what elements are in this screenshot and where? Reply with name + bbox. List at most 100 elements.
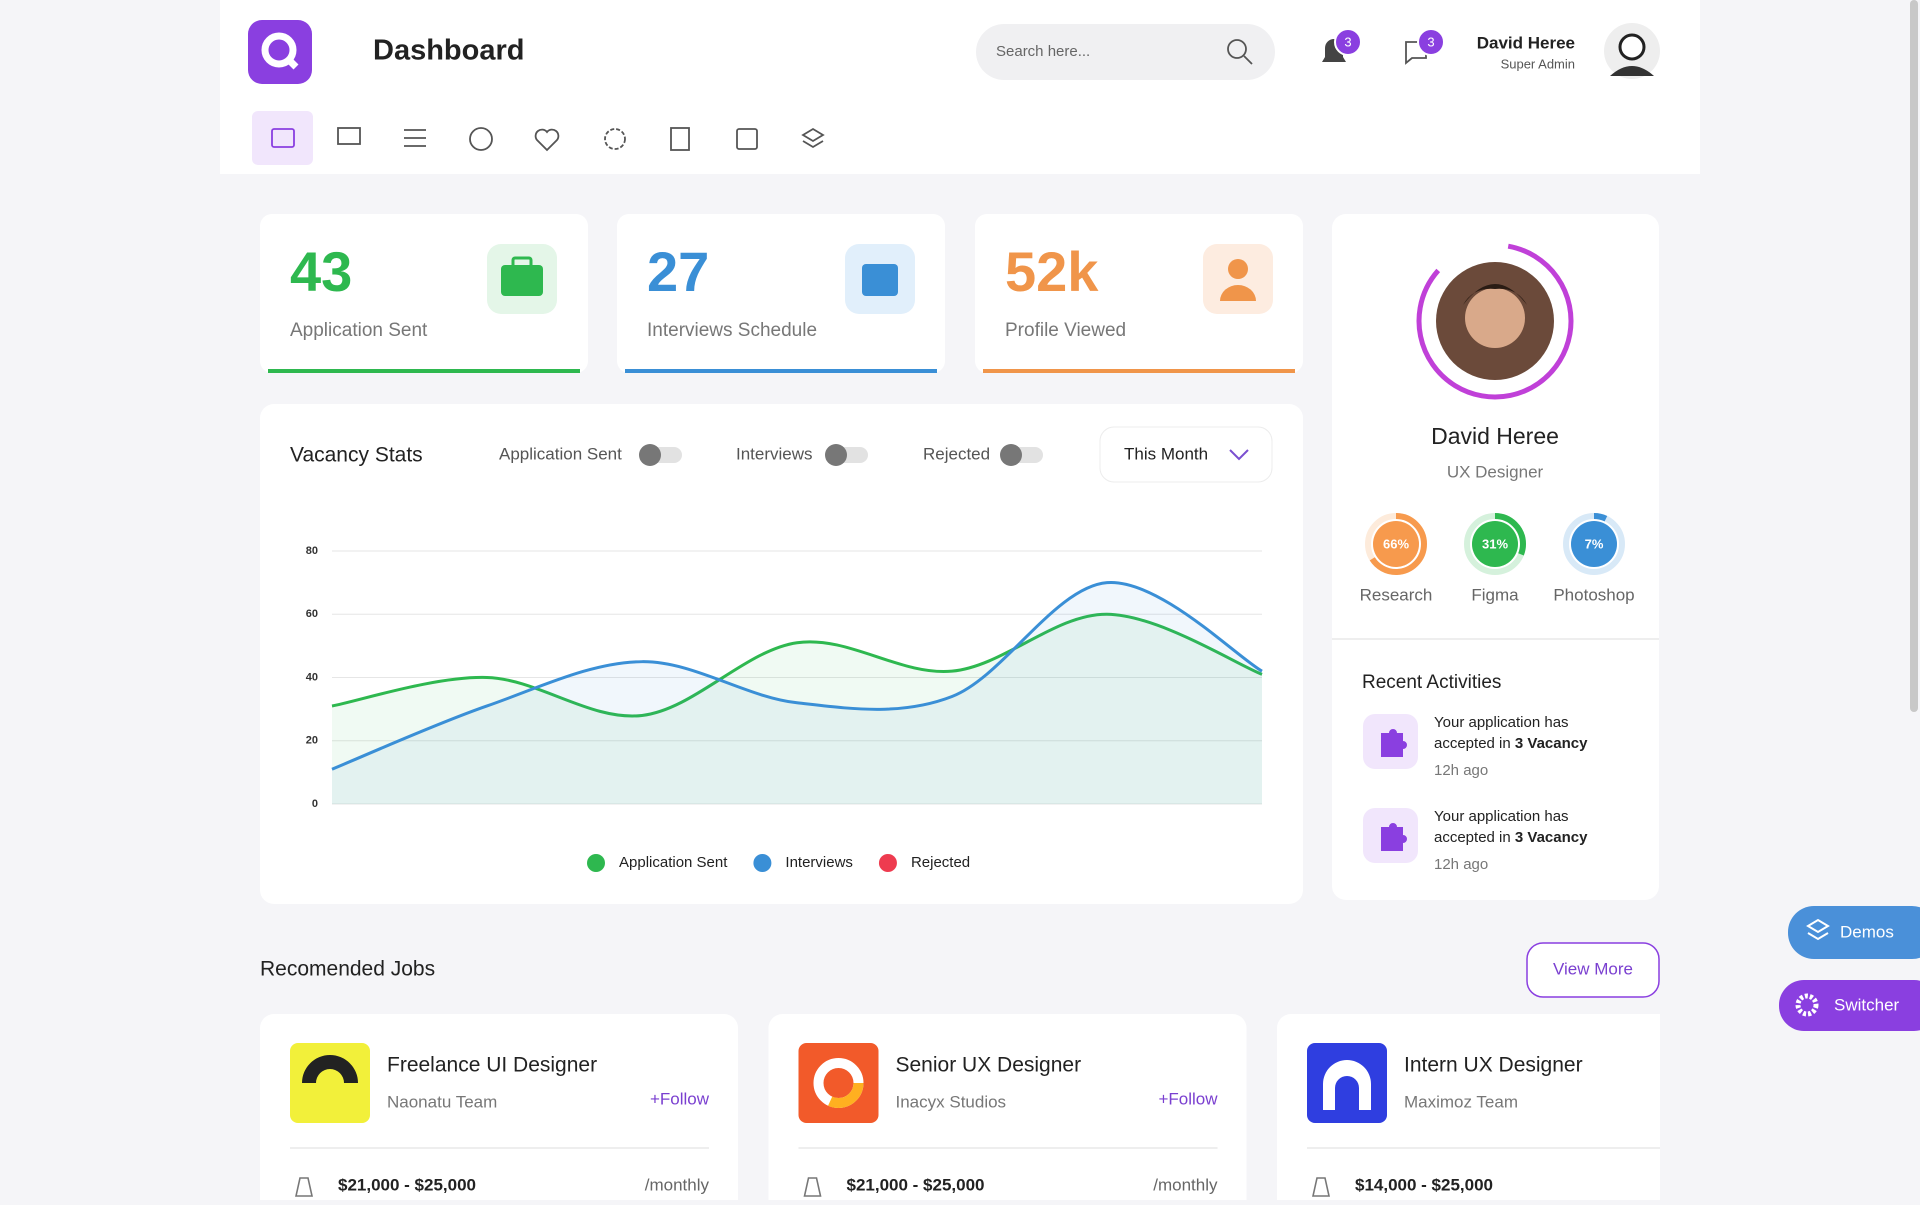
logo-mark [261,32,297,68]
activity-icon [1381,729,1407,757]
skill-core [1571,521,1617,567]
y-tick-label: 0 [312,798,318,810]
switcher-icon [1795,993,1819,1017]
job-period: /monthly [645,1175,710,1194]
nav-icon[interactable] [534,128,560,152]
nav-icon[interactable] [801,127,825,149]
toggle-knob [639,444,661,466]
job-salary: $14,000 - $25,000 [1355,1175,1493,1194]
avatar-body [1610,66,1654,76]
legend-marker [753,854,772,872]
profile-role: UX Designer [1447,462,1544,481]
switcher-button[interactable] [1779,980,1920,1031]
job-salary: $21,000 - $25,000 [338,1175,476,1194]
toggle-label: Interviews [736,444,813,463]
period-label: This Month [1124,444,1208,463]
activity-text: accepted in [1434,829,1511,846]
period-dropdown[interactable] [1099,426,1273,483]
job-logo-mark [302,1055,358,1083]
series-line [331,612,1263,718]
follow-link[interactable]: +Follow [650,1089,710,1108]
user-role: Super Admin [1501,56,1575,71]
skill-arc [1563,513,1625,575]
y-tick-label: 80 [306,545,318,557]
logo-mark [284,55,299,70]
skill-percent: 66% [1383,536,1409,551]
logo[interactable] [248,20,312,84]
stat-value: 27 [647,240,709,303]
job-logo [798,1043,879,1123]
badge-count: 3 [1344,34,1351,49]
series-area [332,614,1262,804]
legend-label: Application Sent [619,854,728,871]
vacancy-chart: 0 20 40 60 80 Application Sent Interviews Rejec… [306,545,1263,872]
job-title: Senior UX Designer [896,1054,1082,1077]
activity-time: 12h ago [1434,762,1488,779]
stat-label: Interviews Schedule [647,320,817,341]
activity-icon [1381,823,1407,851]
page-title: Dashboard [373,35,524,67]
stat-icon [501,265,543,296]
chevron [1229,449,1249,461]
job-card [260,1014,738,1200]
nav-icon[interactable] [469,127,493,151]
badge-count: 3 [1427,34,1434,49]
activities-title: Recent Activities [1362,672,1501,693]
nav-icons [271,127,825,152]
activity-text: Your application has [1434,714,1569,731]
job-company: Naonatu Team [387,1092,497,1111]
job-company: Inacyx Studios [896,1092,1007,1111]
profile-name: David Heree [1431,423,1559,449]
avatar-face [1618,33,1646,61]
switcher-label: Switcher [1834,995,1900,1014]
job-cards: Freelance UI Designer Naonatu Team +Follow… [260,1014,1660,1200]
follow-link[interactable]: +Follow [1158,1089,1218,1108]
skill-core [1373,521,1419,567]
avatar-hair [1463,284,1527,305]
stat-label: Profile Viewed [1005,320,1126,341]
stat-cards: 43 27 52k Application Sent Interviews Sc… [260,214,1303,373]
nav-icon[interactable] [604,128,626,150]
scrollbar[interactable] [1910,0,1918,712]
activity-text: accepted in [1434,735,1511,752]
badge [1417,28,1445,56]
nav-icon[interactable] [736,128,758,150]
avatar-ring [1416,242,1574,400]
skill-name: Figma [1471,585,1519,604]
stat-icon [1228,259,1248,279]
nav-icon[interactable] [337,127,361,145]
nav-icon[interactable] [404,129,426,147]
salary-icon [295,1177,313,1197]
legend-label: Interviews [785,854,853,871]
legend-marker [587,854,605,872]
demos-button[interactable] [1788,906,1920,959]
nav-icon[interactable] [271,128,295,148]
skill-arc [1365,513,1427,575]
activity-text: Your application has [1434,808,1569,825]
job-title: Intern UX Designer [1404,1054,1583,1077]
chart-card [260,404,1303,904]
job-logo [1307,1043,1387,1123]
view-more-label: View More [1553,959,1633,978]
user-name: David Heree [1477,33,1575,52]
skill-core [1472,521,1518,567]
search-box[interactable] [976,24,1275,80]
y-tick-label: 60 [306,608,318,620]
stat-value: 52k [1005,240,1099,303]
job-logo [290,1043,370,1123]
search-icon [1243,55,1253,65]
y-tick-label: 20 [306,735,318,747]
skills: 66% Research 31% Figma 7% Photoshop [1360,513,1635,604]
activity-text: accepted in 3 Vacancy [1434,735,1588,752]
activity-time: 12h ago [1434,856,1488,873]
job-company: Maximoz Team [1404,1092,1518,1111]
job-period: /monthly [1153,1175,1218,1194]
activity-highlight: 3 Vacancy [1515,735,1588,752]
nav-icon[interactable] [670,127,690,151]
job-title: Freelance UI Designer [387,1054,597,1077]
stat-label: Application Sent [290,320,428,341]
skill-arc [1464,513,1526,575]
view-more-button[interactable] [1526,942,1660,998]
job-logo-mark [813,1058,864,1108]
skill-name: Research [1360,585,1433,604]
